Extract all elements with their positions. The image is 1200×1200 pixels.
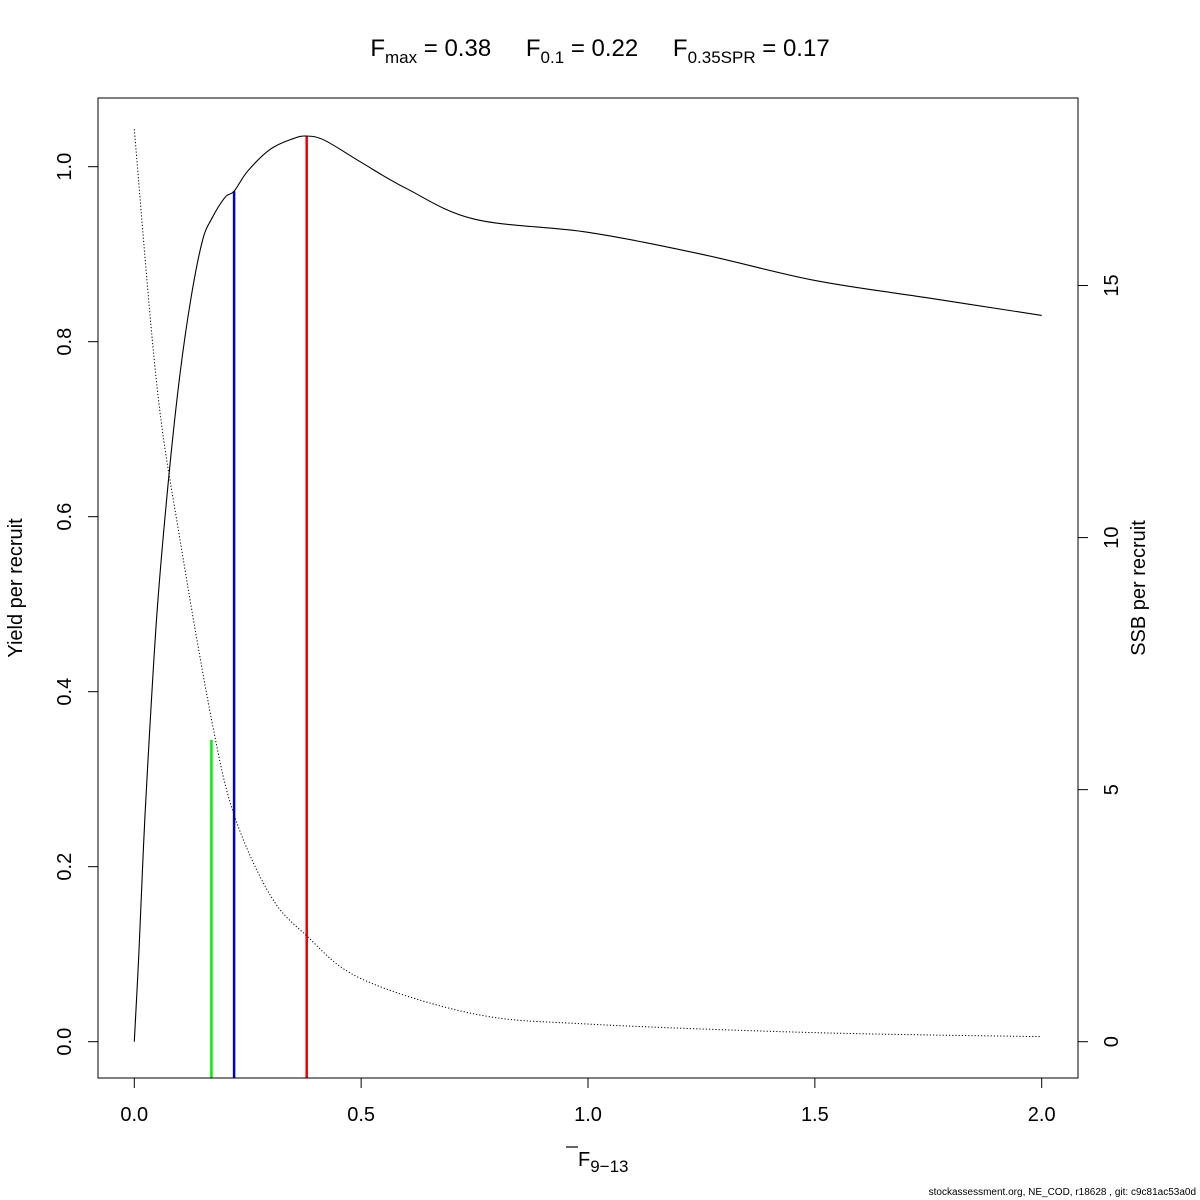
x-axis-label-sub: 9−13	[590, 1157, 628, 1176]
plot-frame	[97, 97, 1079, 1079]
y2-axis-label: SSB per recruit	[1128, 520, 1150, 656]
y-tick-label: 1.0	[54, 153, 76, 181]
x-axis-label: F9−13	[578, 1149, 629, 1176]
yield-per-recruit-line	[133, 135, 1042, 1042]
x-axis-label-main: F	[578, 1149, 590, 1171]
title-f01-main: F	[526, 35, 541, 62]
y-tick-label: 0.4	[54, 678, 76, 706]
axes: 0.0 0.5 1.0 1.5 2.0 0.0 0.2 0.4 0.6 0.8 1.0 0 5 10 15	[54, 153, 1123, 1126]
title-f01-value: = 0.22	[564, 35, 638, 62]
title-fspr-sub: 0.35SPR	[688, 48, 756, 67]
chart-title: Fmax = 0.38 F0.1 = 0.22 F0.35SPR = 0.17	[370, 35, 829, 67]
x-tick-label: 0.0	[120, 1104, 148, 1126]
y2-tick-label: 5	[1101, 784, 1123, 795]
y-axis-label: Yield per recruit	[5, 518, 27, 658]
title-f01-sub: 0.1	[541, 48, 565, 67]
y2-tick-label: 0	[1101, 1036, 1123, 1047]
y-tick-label: 0.0	[54, 1028, 76, 1056]
x-tick-label: 1.0	[574, 1104, 602, 1126]
title-fmax-main: F	[370, 35, 385, 62]
y-tick-label: 0.8	[54, 328, 76, 356]
y2-tick-label: 10	[1101, 526, 1123, 548]
footer-text: stockassessment.org, NE_COD, r18628 , gi…	[928, 1187, 1196, 1198]
reference-lines	[210, 136, 308, 1078]
y-tick-label: 0.6	[54, 503, 76, 531]
series-lines	[133, 129, 1042, 1042]
title-fmax-sub: max	[385, 48, 418, 67]
y-tick-label: 0.2	[54, 853, 76, 881]
ssb-per-recruit-line	[133, 129, 1042, 1038]
title-fspr-main: F	[673, 35, 688, 62]
y2-tick-label: 15	[1101, 274, 1123, 296]
x-tick-label: 1.5	[801, 1104, 829, 1126]
x-tick-label: 0.5	[347, 1104, 375, 1126]
x-tick-label: 2.0	[1028, 1104, 1056, 1126]
title-fmax-value: = 0.38	[417, 35, 491, 62]
title-fspr-value: = 0.17	[756, 35, 830, 62]
